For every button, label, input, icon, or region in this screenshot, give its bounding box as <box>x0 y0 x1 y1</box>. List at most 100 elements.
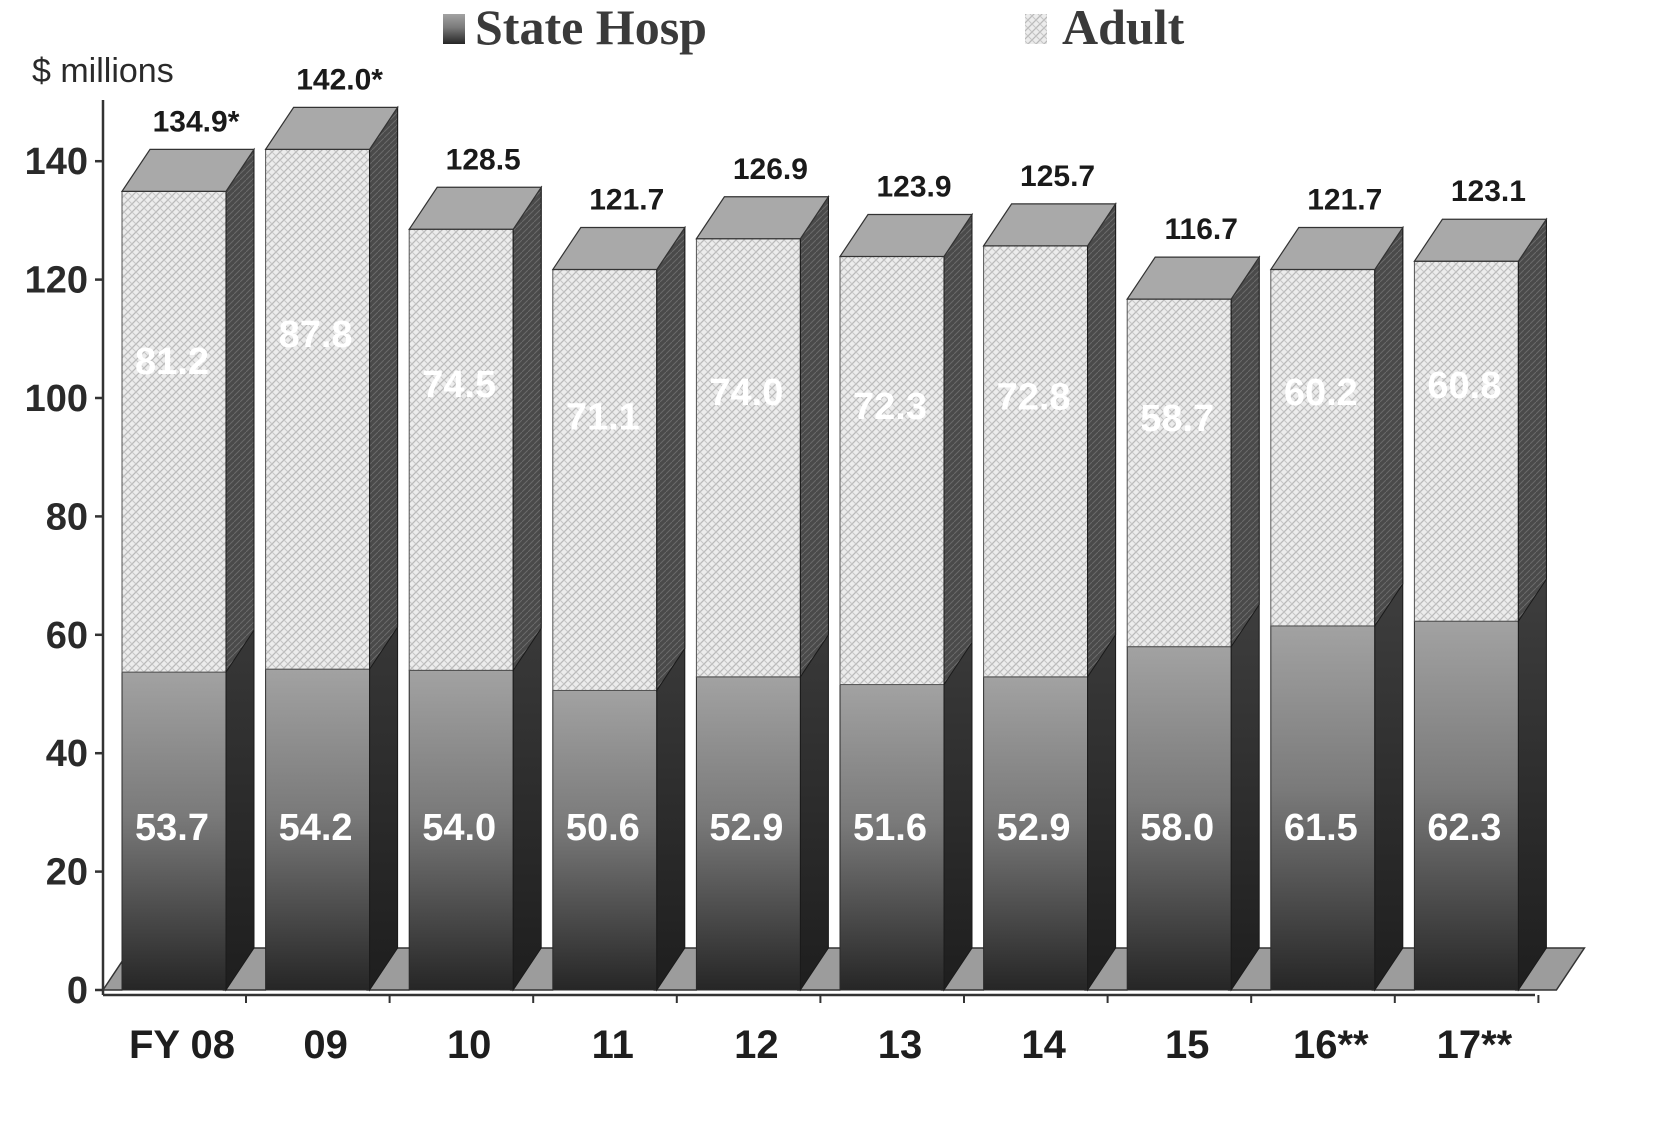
x-tick-label: 10 <box>447 1023 492 1067</box>
bar-stack: 51.6 72.3 123.9 <box>838 171 974 992</box>
data-label-adult: 58.7 <box>1140 398 1214 440</box>
data-label-total: 123.9 <box>876 171 951 204</box>
legend-swatch-adult <box>1025 14 1047 44</box>
y-tick-label: 100 <box>25 378 88 420</box>
data-label-adult: 87.8 <box>279 314 353 356</box>
data-label-adult: 74.0 <box>709 372 783 414</box>
bar-stack: 53.7 81.2 134.9* <box>120 105 256 992</box>
x-tick-label: 17** <box>1437 1023 1513 1067</box>
bar-side-face-adult <box>1517 217 1547 623</box>
y-tick-label: 60 <box>46 615 88 657</box>
x-tick-label: 16** <box>1293 1023 1369 1067</box>
y-tick-label: 0 <box>67 970 88 1012</box>
data-label-adult: 60.2 <box>1284 372 1358 414</box>
bar-top-face <box>1126 256 1261 300</box>
bar-side-face-adult <box>1374 225 1404 628</box>
bar-stack: 54.2 87.8 142.0* <box>264 63 399 992</box>
x-tick-label: 11 <box>592 1023 634 1067</box>
x-tick-label: FY 08 <box>129 1023 235 1067</box>
data-label-adult: 74.5 <box>422 364 496 406</box>
bar-adult <box>265 148 371 670</box>
data-label-state-hosp: 52.9 <box>997 807 1071 849</box>
data-label-state-hosp: 52.9 <box>709 807 783 849</box>
data-label-total: 128.5 <box>446 143 521 176</box>
data-label-state-hosp: 50.6 <box>566 807 640 849</box>
bar-top-face <box>1413 218 1548 262</box>
bar-adult <box>839 256 945 686</box>
data-label-total: 134.9* <box>153 105 240 138</box>
y-axis-ticks: 0 20 40 60 80 100 120 140 <box>25 141 103 1012</box>
bar-state-hosp <box>552 689 658 991</box>
bar-top-face <box>1269 226 1404 271</box>
bar-side-face-adult <box>225 147 255 674</box>
legend-label-adult: Adult <box>1062 0 1185 55</box>
bar-side-face-adult <box>656 225 686 693</box>
bar-state-hosp <box>1413 620 1519 991</box>
data-label-state-hosp: 62.3 <box>1427 807 1501 849</box>
bar-stack: 62.3 60.8 123.1 <box>1413 175 1548 992</box>
bar-top-face <box>120 148 256 192</box>
data-label-state-hosp: 58.0 <box>1140 807 1214 849</box>
bar-top-face <box>695 196 830 240</box>
bar-adult <box>1270 269 1376 627</box>
x-tick-label: 14 <box>1021 1023 1066 1067</box>
bar-adult <box>121 190 227 673</box>
bar-side-face-adult <box>512 185 542 672</box>
data-label-total: 125.7 <box>1020 160 1095 193</box>
y-tick-label: 20 <box>46 852 88 894</box>
y-unit-label: $ millions <box>32 52 174 90</box>
data-label-adult: 60.8 <box>1427 365 1501 407</box>
bar-side-face-adult <box>1087 202 1117 679</box>
bar-side-face-adult <box>943 212 973 687</box>
bar-side-face-adult <box>369 105 399 671</box>
data-label-total: 116.7 <box>1164 213 1237 246</box>
y-tick-label: 40 <box>46 733 88 775</box>
y-tick-label: 80 <box>46 496 88 538</box>
data-label-adult: 81.2 <box>135 341 209 383</box>
bar-stack: 52.9 74.0 126.9 <box>695 153 830 992</box>
bar-adult <box>695 238 801 678</box>
legend-label-state-hosp: State Hosp <box>475 0 707 55</box>
bar-stack: 58.0 58.7 116.7 <box>1126 213 1261 992</box>
bar-adult <box>1126 298 1232 648</box>
bar-stack: 61.5 60.2 121.7 <box>1269 184 1404 992</box>
data-label-total: 121.7 <box>1307 184 1382 217</box>
x-tick-label: 09 <box>303 1023 348 1067</box>
data-label-state-hosp: 51.6 <box>853 807 927 849</box>
y-tick-label: 120 <box>25 260 88 302</box>
bars-group: 53.7 81.2 134.9* 54.2 87.8 142.0* 54.0 74.5 128.… <box>120 63 1548 992</box>
bar-top-face <box>551 226 686 271</box>
bar-top-face <box>838 213 974 258</box>
bar-side-face-adult <box>1230 255 1260 649</box>
bar-top-face <box>264 106 399 150</box>
data-label-state-hosp: 61.5 <box>1284 807 1358 849</box>
data-label-total: 123.1 <box>1451 175 1526 208</box>
bar-stack: 54.0 74.5 128.5 <box>408 143 543 992</box>
bar-adult <box>408 228 514 671</box>
bar-state-hosp <box>839 684 945 991</box>
bar-adult <box>1413 260 1519 622</box>
x-axis-labels: FY 08 09 10 11 12 13 14 15 16** 17** <box>129 995 1540 1067</box>
bar-state-hosp <box>1270 625 1376 991</box>
bar-stack: 52.9 72.8 125.7 <box>982 160 1117 992</box>
data-label-state-hosp: 54.2 <box>279 807 353 849</box>
bar-state-hosp <box>121 671 227 991</box>
bar-state-hosp <box>983 676 1089 991</box>
bar-adult <box>983 245 1089 678</box>
bar-state-hosp <box>408 669 514 991</box>
y-tick-label: 140 <box>25 141 88 183</box>
bar-top-face <box>982 203 1117 247</box>
data-label-state-hosp: 53.7 <box>135 807 209 849</box>
data-label-total: 121.7 <box>589 184 664 217</box>
bar-state-hosp <box>265 668 371 991</box>
x-tick-label: 15 <box>1165 1023 1210 1067</box>
data-label-total: 142.0* <box>296 63 383 96</box>
data-label-state-hosp: 54.0 <box>422 807 496 849</box>
bar-top-face <box>408 186 543 230</box>
x-tick-label: 12 <box>734 1023 779 1067</box>
bar-stack: 50.6 71.1 121.7 <box>551 184 686 992</box>
legend-swatch-state-hosp <box>443 14 465 44</box>
data-label-total: 126.9 <box>733 153 808 186</box>
data-label-adult: 72.3 <box>853 386 927 428</box>
